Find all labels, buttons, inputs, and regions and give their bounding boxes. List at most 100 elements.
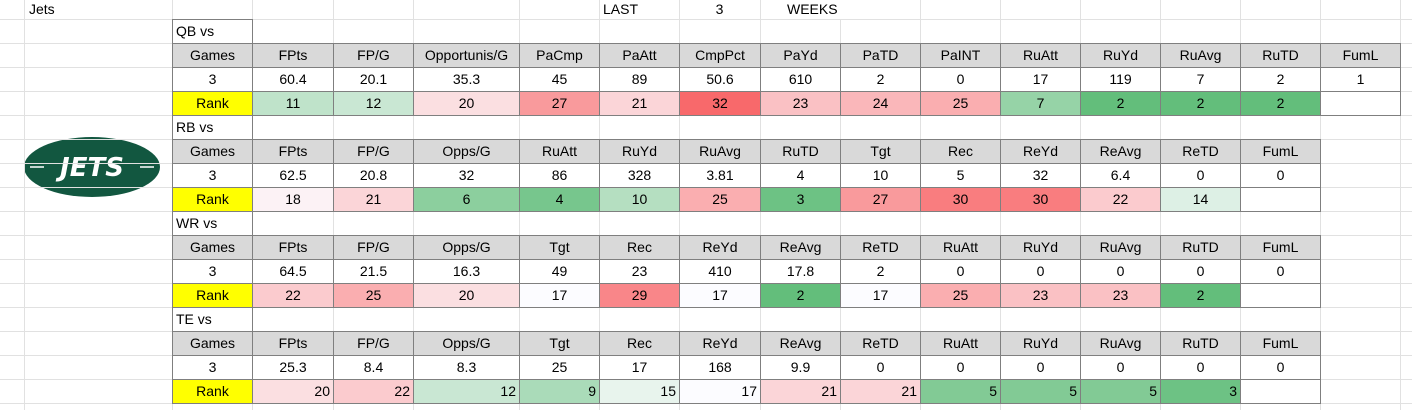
stat-value: 2 <box>840 67 921 92</box>
stat-value: 1 <box>1320 67 1401 92</box>
section-title: QB vs <box>172 19 253 44</box>
column-header: PaAtt <box>599 43 680 68</box>
rank-value: 20 <box>413 91 520 116</box>
rank-value: 5 <box>1000 379 1081 404</box>
empty-cell <box>1320 91 1401 116</box>
rank-value: 22 <box>333 379 414 404</box>
rank-value: 12 <box>413 379 520 404</box>
stat-value: 8.4 <box>333 355 414 380</box>
stat-value: 2 <box>840 259 921 284</box>
column-header: RuAvg <box>1160 43 1241 68</box>
stat-value: 0 <box>1240 259 1321 284</box>
rank-value: 4 <box>519 187 600 212</box>
rank-value: 12 <box>333 91 414 116</box>
column-header: RuTD <box>1240 43 1321 68</box>
rank-value: 14 <box>1160 187 1241 212</box>
stat-value: 0 <box>1160 163 1241 188</box>
rank-value: 5 <box>1080 379 1161 404</box>
stat-value: 25.3 <box>252 355 334 380</box>
column-header: Tgt <box>840 139 921 164</box>
empty-cell <box>1240 379 1321 404</box>
stat-value: 16.3 <box>413 259 520 284</box>
rank-label: Rank <box>172 91 253 116</box>
stat-value: 0 <box>1240 163 1321 188</box>
rank-label: Rank <box>172 283 253 308</box>
stat-value: 49 <box>519 259 600 284</box>
stat-value: 0 <box>920 67 1001 92</box>
rank-value: 21 <box>760 379 841 404</box>
stat-value: 86 <box>519 163 600 188</box>
rank-value: 27 <box>519 91 600 116</box>
empty-cell <box>1240 283 1321 308</box>
column-header: Tgt <box>519 331 600 356</box>
column-header: Games <box>172 43 253 68</box>
empty-cell <box>1240 187 1321 212</box>
column-header: RuTD <box>1160 235 1241 260</box>
rank-value: 25 <box>679 187 761 212</box>
rank-value: 25 <box>920 91 1001 116</box>
stat-value: 0 <box>1000 355 1081 380</box>
rank-value: 3 <box>760 187 841 212</box>
period-weeks: 3 <box>680 0 759 19</box>
section-title: RB vs <box>172 115 253 140</box>
rank-value: 21 <box>333 187 414 212</box>
column-header: RuTD <box>760 139 841 164</box>
rank-value: 20 <box>252 379 334 404</box>
rank-value: 18 <box>252 187 334 212</box>
rank-value: 23 <box>1080 283 1161 308</box>
stat-value: 0 <box>1000 259 1081 284</box>
column-header: ReYd <box>1000 139 1081 164</box>
column-header: PaINT <box>920 43 1001 68</box>
gridline <box>0 19 1412 20</box>
column-header: Opportunis/G <box>413 43 520 68</box>
column-header: Opps/G <box>413 331 520 356</box>
column-header: FPts <box>252 331 334 356</box>
rank-value: 29 <box>599 283 680 308</box>
stat-value: 45 <box>519 67 600 92</box>
stat-value: 4 <box>760 163 841 188</box>
column-header: RuYd <box>1000 331 1081 356</box>
column-header: RuAtt <box>519 139 600 164</box>
column-header: FPts <box>252 139 334 164</box>
column-header: RuAtt <box>920 331 1001 356</box>
column-header: RuAvg <box>1080 235 1161 260</box>
rank-value: 21 <box>840 379 921 404</box>
column-header: RuYd <box>1080 43 1161 68</box>
column-header: ReAvg <box>760 331 841 356</box>
stat-value: 25 <box>519 355 600 380</box>
stat-value: 62.5 <box>252 163 334 188</box>
rank-value: 20 <box>413 283 520 308</box>
stat-value: 35.3 <box>413 67 520 92</box>
team-logo: JETS <box>24 137 160 197</box>
column-header: Tgt <box>519 235 600 260</box>
column-header: FP/G <box>333 331 414 356</box>
column-header: ReTD <box>1160 139 1241 164</box>
rank-value: 32 <box>679 91 761 116</box>
rank-label: Rank <box>172 379 253 404</box>
column-header: RuAvg <box>1080 331 1161 356</box>
rank-value: 11 <box>252 91 334 116</box>
column-header: FPts <box>252 43 334 68</box>
column-header: ReAvg <box>760 235 841 260</box>
stat-value: 3.81 <box>679 163 761 188</box>
column-header: FPts <box>252 235 334 260</box>
stat-value: 32 <box>413 163 520 188</box>
stat-value: 2 <box>1240 67 1321 92</box>
column-header: RuAvg <box>679 139 761 164</box>
stat-value: 0 <box>920 259 1001 284</box>
column-header: FumL <box>1320 43 1401 68</box>
stat-value: 5 <box>920 163 1001 188</box>
stat-value: 119 <box>1080 67 1161 92</box>
stat-value: 23 <box>599 259 680 284</box>
rank-value: 22 <box>1080 187 1161 212</box>
gridline <box>1400 0 1401 410</box>
stat-value: 21.5 <box>333 259 414 284</box>
column-header: FumL <box>1240 331 1321 356</box>
column-header: Rec <box>920 139 1001 164</box>
stat-value: 0 <box>1160 259 1241 284</box>
stat-value: 9.9 <box>760 355 841 380</box>
rank-value: 9 <box>519 379 600 404</box>
column-header: FumL <box>1240 139 1321 164</box>
stat-value: 17 <box>599 355 680 380</box>
